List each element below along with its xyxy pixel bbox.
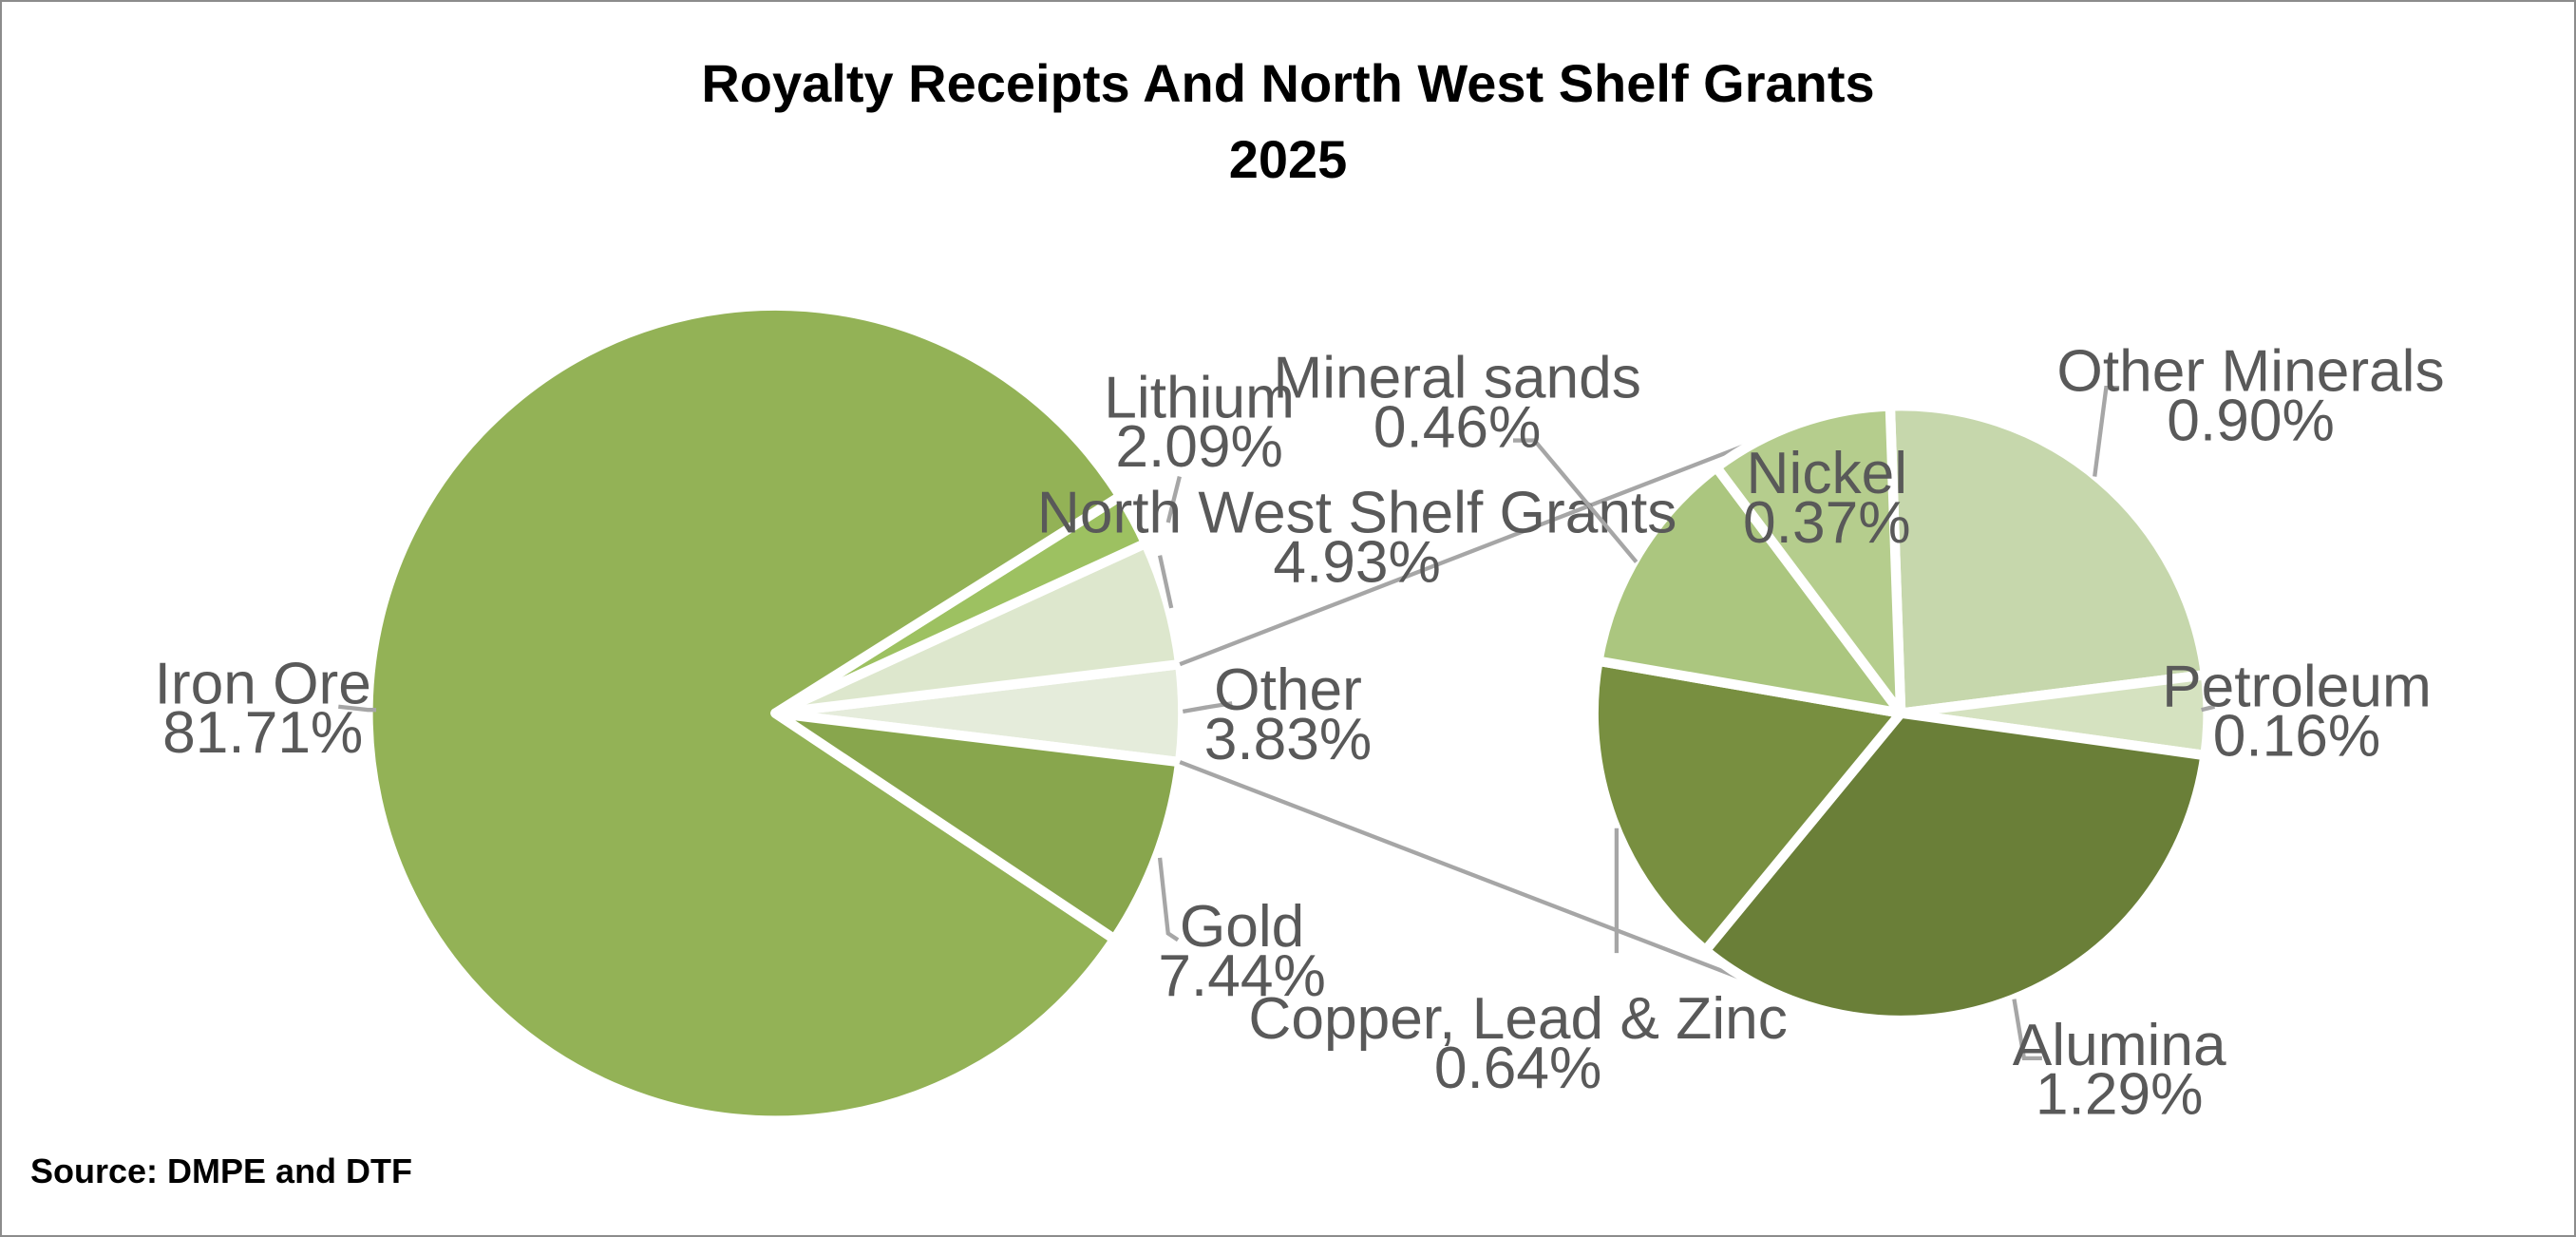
- slice-label-lithium: Lithium: [1104, 365, 1295, 430]
- slice-label-iron-ore: Iron Ore: [155, 651, 371, 716]
- leader-line-other-minerals: [2093, 386, 2120, 477]
- leader-line-iron-ore: [338, 704, 377, 713]
- slice-value-lithium: 2.09%: [1115, 414, 1283, 480]
- slice-value-gold: 7.44%: [1158, 943, 1326, 1009]
- slice-label-petroleum: Petroleum: [2162, 655, 2432, 720]
- slice-value-nickel: 0.37%: [1743, 490, 1911, 556]
- leader-line-gold: [1157, 857, 1180, 942]
- pie-slice-iron-ore: [363, 300, 1126, 1126]
- leader-line-lithium: [1165, 476, 1182, 523]
- chart-title: Royalty Receipts And North West Shelf Gr…: [0, 46, 2576, 198]
- breakdown-slice-mineral-sands: [1593, 462, 1906, 718]
- leader-line-petroleum: [2201, 704, 2216, 713]
- slice-label-mineral-sands: Mineral sands: [1273, 346, 1641, 411]
- slice-label-other-minerals: Other Minerals: [2056, 339, 2444, 405]
- leader-line-mineral-sands: [1512, 438, 1638, 563]
- slice-value-other-minerals: 0.90%: [2167, 389, 2335, 454]
- slice-label-nickel: Nickel: [1747, 441, 1908, 506]
- slice-label-other: Other: [1214, 657, 1362, 723]
- slice-label-gold: Gold: [1180, 894, 1305, 960]
- slice-value-alumina: 1.29%: [2036, 1062, 2204, 1128]
- pie-slice-gold: [770, 708, 1185, 944]
- breakdown-slice-copper-lead-zinc: [1588, 656, 1906, 956]
- connector-line-top: [1179, 441, 1751, 667]
- slice-label-copper-lead-zinc: Copper, Lead & Zinc: [1248, 986, 1788, 1052]
- breakdown-slice-nickel: [1711, 401, 1906, 718]
- slice-value-other: 3.83%: [1204, 707, 1373, 772]
- breakdown-slice-other-minerals: [1885, 401, 2211, 718]
- source-note: Source: DMPE and DTF: [30, 1151, 413, 1190]
- slice-value-copper-lead-zinc: 0.64%: [1434, 1036, 1602, 1101]
- connector-line-bottom: [1179, 760, 1762, 988]
- leader-line-other: [1182, 701, 1233, 714]
- chart-title-line-1: Royalty Receipts And North West Shelf Gr…: [701, 53, 1875, 113]
- slice-value-north-west-shelf-grants: 4.93%: [1273, 529, 1441, 595]
- slice-value-petroleum: 0.16%: [2213, 704, 2381, 770]
- slice-value-mineral-sands: 0.46%: [1373, 394, 1542, 460]
- leader-line-north-west-shelf-grants: [1157, 555, 1174, 609]
- leader-line-alumina: [2012, 999, 2042, 1061]
- chart-title-line-2: 2025: [1228, 129, 1348, 189]
- slice-label-alumina: Alumina: [2013, 1013, 2226, 1078]
- slice-value-iron-ore: 81.71%: [162, 700, 363, 766]
- slice-label-north-west-shelf-grants: North West Shelf Grants: [1037, 480, 1676, 545]
